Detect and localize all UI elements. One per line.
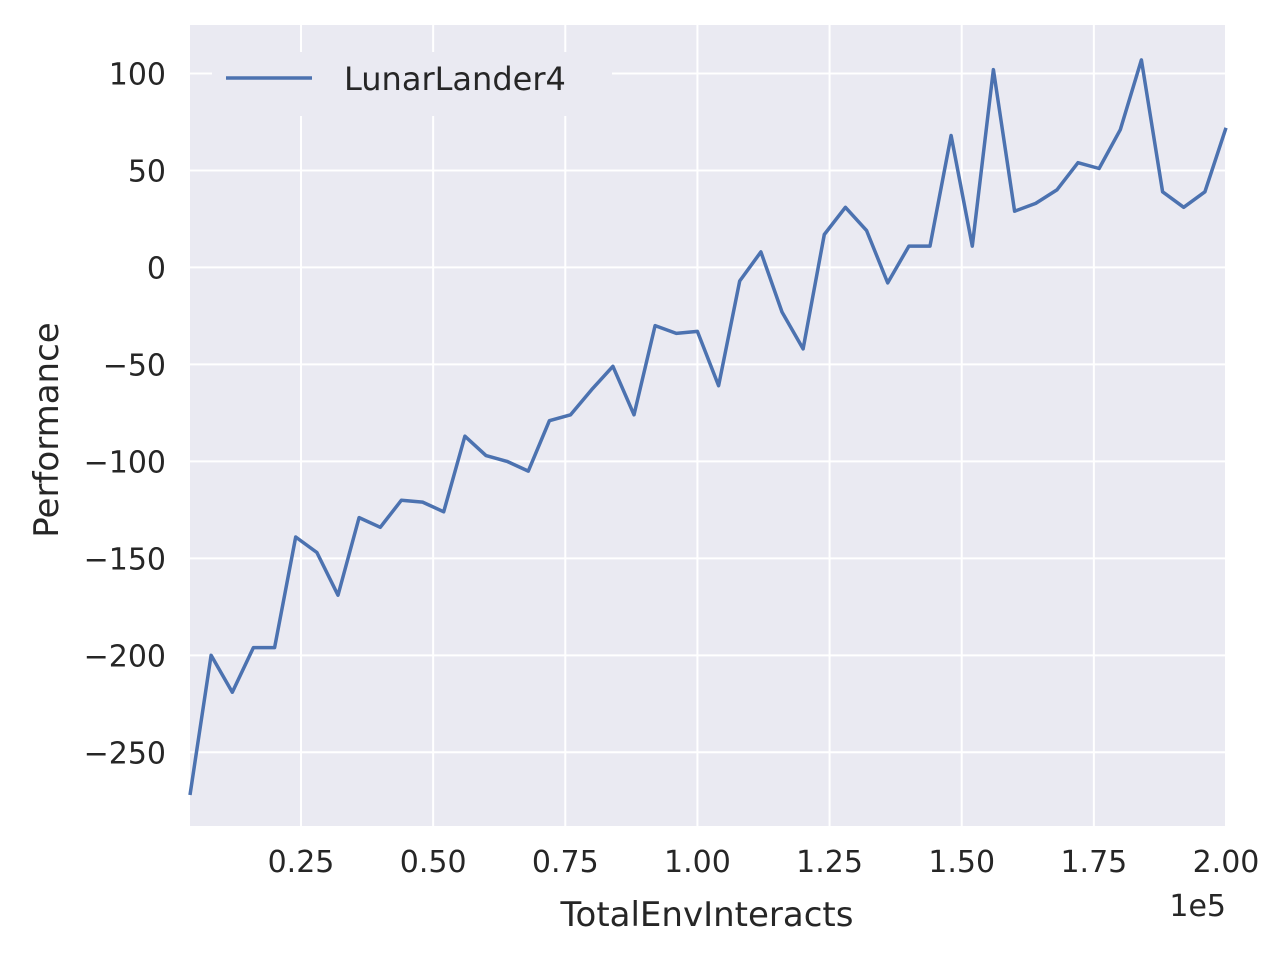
- y-tick-label: −150: [84, 542, 166, 577]
- legend-label: LunarLander4: [344, 60, 566, 98]
- legend: LunarLander4: [212, 52, 612, 116]
- y-tick-label: 50: [128, 154, 166, 189]
- x-tick-label: 1.50: [928, 845, 995, 880]
- grid: [190, 25, 1227, 826]
- x-tick-label: 0.25: [268, 845, 335, 880]
- series-layer: [188, 58, 1228, 796]
- x-tick-label: 1.25: [796, 845, 863, 880]
- x-tick-label: 2.00: [1193, 845, 1260, 880]
- series-line-lunarlander4: [188, 58, 1228, 796]
- legend-box: [212, 52, 612, 116]
- y-tick-label: −200: [84, 639, 166, 674]
- y-tick-label: −50: [103, 348, 166, 383]
- y-tick-label: −250: [84, 736, 166, 771]
- x-tick-label: 0.75: [532, 845, 599, 880]
- x-tick-label: 1.75: [1060, 845, 1127, 880]
- y-tick-label: −100: [84, 445, 166, 480]
- x-tick-label: 1.00: [664, 845, 731, 880]
- y-axis-title: Performance: [27, 322, 67, 537]
- y-tick-label: 100: [109, 57, 166, 92]
- x-axis-ticks: 0.25 0.50 0.75 1.00 1.25 1.50 1.75 2.00: [268, 845, 1260, 880]
- x-tick-label: 0.50: [400, 845, 467, 880]
- plot-background: [190, 25, 1226, 826]
- x-axis-title: TotalEnvInteracts: [560, 895, 854, 935]
- y-axis-ticks: 100 50 0 −50 −100 −150 −200 −250: [84, 57, 166, 771]
- x-axis-offset-label: 1e5: [1169, 889, 1226, 924]
- y-tick-label: 0: [147, 251, 166, 286]
